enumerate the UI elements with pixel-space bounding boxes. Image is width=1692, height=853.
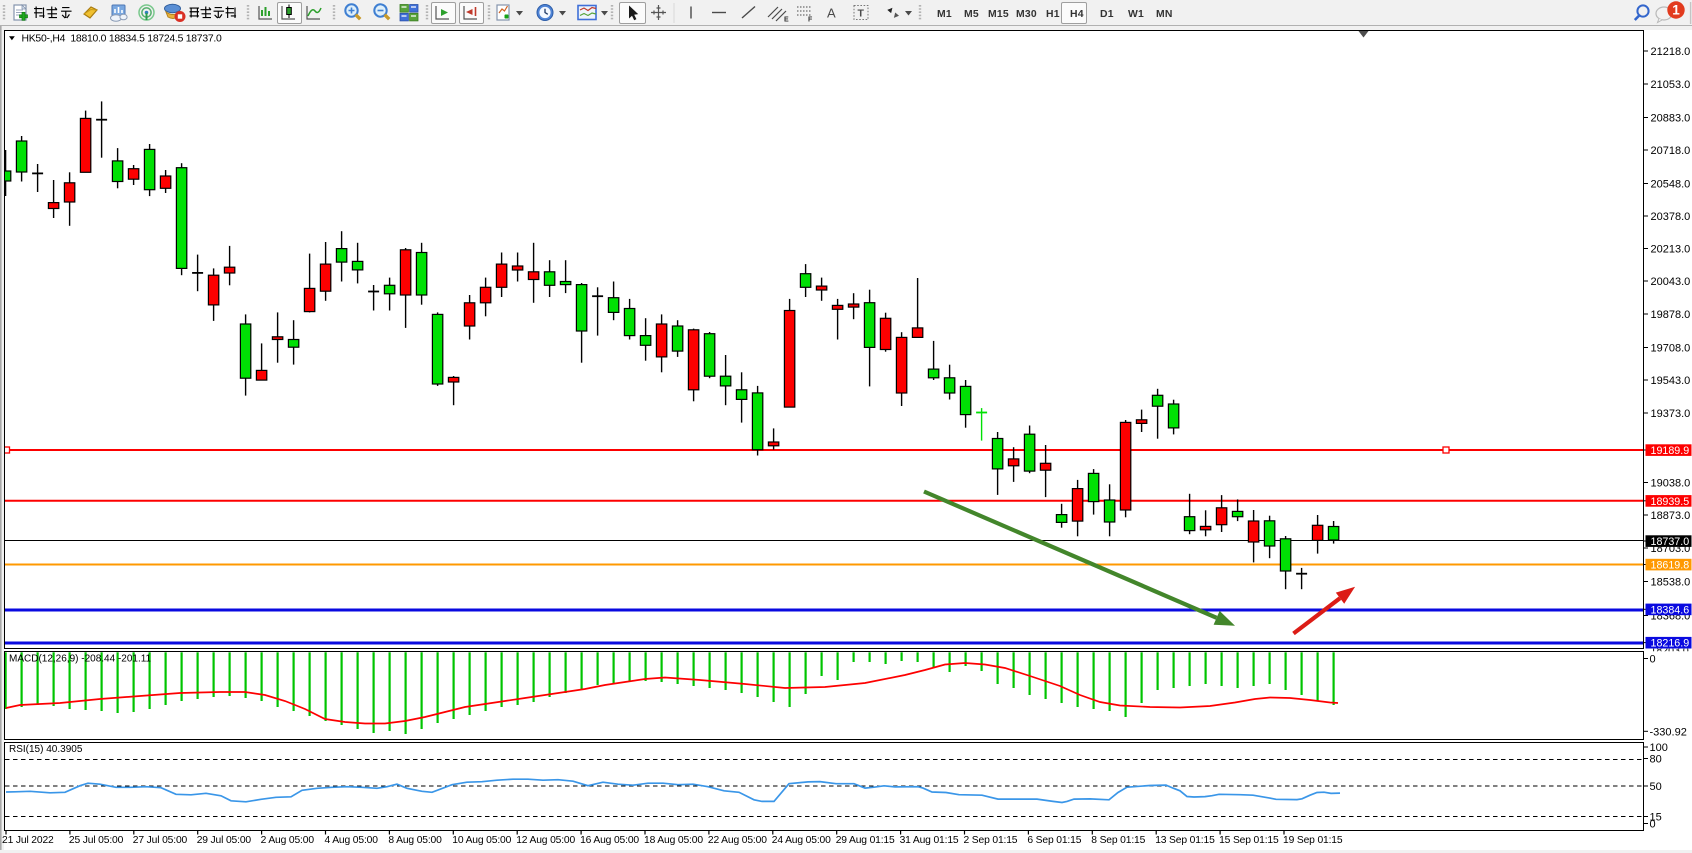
svg-text:M30: M30 [1016, 9, 1037, 20]
svg-text:25 Jul 05:00: 25 Jul 05:00 [69, 835, 124, 846]
svg-text:20883.0: 20883.0 [1651, 113, 1691, 125]
svg-text:19189.9: 19189.9 [1651, 445, 1690, 457]
svg-text:6 Sep 01:15: 6 Sep 01:15 [1027, 835, 1081, 846]
svg-text:8 Sep 01:15: 8 Sep 01:15 [1091, 835, 1145, 846]
svg-text:M5: M5 [964, 9, 979, 20]
svg-text:22 Aug 05:00: 22 Aug 05:00 [708, 835, 767, 846]
svg-text:12 Aug 05:00: 12 Aug 05:00 [516, 835, 575, 846]
svg-text:M1: M1 [937, 9, 952, 20]
svg-text:D1: D1 [1100, 9, 1114, 20]
svg-text:27 Jul 05:00: 27 Jul 05:00 [133, 835, 188, 846]
svg-text:19373.0: 19373.0 [1651, 408, 1691, 420]
svg-text:RSI(15) 40.3905: RSI(15) 40.3905 [9, 744, 83, 755]
svg-text:E: E [784, 17, 789, 24]
svg-text:MN: MN [1156, 9, 1173, 20]
svg-text:18216.9: 18216.9 [1651, 638, 1690, 650]
svg-text:29 Aug 01:15: 29 Aug 01:15 [836, 835, 895, 846]
svg-text:A: A [827, 6, 836, 21]
svg-text:18619.8: 18619.8 [1651, 560, 1690, 572]
svg-text:1: 1 [1672, 3, 1680, 18]
svg-text:0: 0 [1650, 654, 1656, 666]
svg-text:20378.0: 20378.0 [1651, 211, 1691, 223]
svg-text:21053.0: 21053.0 [1651, 79, 1691, 91]
svg-text:15: 15 [1650, 812, 1662, 824]
svg-text:18873.0: 18873.0 [1651, 510, 1691, 522]
svg-text:M15: M15 [988, 9, 1009, 20]
svg-text:20043.0: 20043.0 [1651, 276, 1691, 288]
svg-text:18939.5: 18939.5 [1651, 496, 1690, 508]
svg-text:18538.0: 18538.0 [1651, 577, 1691, 589]
svg-text:19038.0: 19038.0 [1651, 478, 1691, 490]
svg-text:2 Sep 01:15: 2 Sep 01:15 [964, 835, 1018, 846]
svg-text:8 Aug 05:00: 8 Aug 05:00 [388, 835, 442, 846]
svg-text:2 Aug 05:00: 2 Aug 05:00 [261, 835, 315, 846]
svg-text:F: F [808, 17, 813, 24]
svg-text:W1: W1 [1128, 9, 1144, 20]
svg-text:24 Aug 05:00: 24 Aug 05:00 [772, 835, 831, 846]
svg-text:31 Aug 01:15: 31 Aug 01:15 [900, 835, 959, 846]
svg-text:19543.0: 19543.0 [1651, 375, 1691, 387]
svg-text:50: 50 [1650, 781, 1662, 793]
svg-text:19708.0: 19708.0 [1651, 343, 1691, 355]
svg-text:MACD(12,26,9) -208.44 -201.11: MACD(12,26,9) -208.44 -201.11 [9, 654, 152, 665]
svg-text:18203.0: 18203.0 [1651, 645, 1689, 657]
svg-text:19878.0: 19878.0 [1651, 309, 1691, 321]
svg-text:10 Aug 05:00: 10 Aug 05:00 [452, 835, 511, 846]
svg-text:100: 100 [1650, 742, 1668, 754]
svg-text:20213.0: 20213.0 [1651, 244, 1691, 256]
svg-text:80: 80 [1650, 754, 1662, 766]
svg-text:21 Jul 2022: 21 Jul 2022 [2, 835, 54, 846]
svg-text:-330.92: -330.92 [1650, 726, 1687, 738]
svg-text:29 Jul 05:00: 29 Jul 05:00 [197, 835, 252, 846]
svg-text:18384.6: 18384.6 [1651, 604, 1690, 616]
svg-text:0: 0 [1650, 819, 1656, 831]
svg-text:15 Sep 01:15: 15 Sep 01:15 [1219, 835, 1279, 846]
svg-text:H1: H1 [1046, 9, 1060, 20]
svg-text:18 Aug 05:00: 18 Aug 05:00 [644, 835, 703, 846]
svg-text:HK50-,H4 18810.0 18834.5 1872: HK50-,H4 18810.0 18834.5 18724.5 18737.0 [22, 34, 223, 45]
svg-text:21218.0: 21218.0 [1651, 46, 1691, 58]
svg-text:19 Sep 01:15: 19 Sep 01:15 [1283, 835, 1343, 846]
svg-text:16 Aug 05:00: 16 Aug 05:00 [580, 835, 639, 846]
svg-text:20548.0: 20548.0 [1651, 179, 1691, 191]
svg-text:4 Aug 05:00: 4 Aug 05:00 [325, 835, 379, 846]
svg-text:20718.0: 20718.0 [1651, 145, 1691, 157]
svg-text:H4: H4 [1070, 9, 1084, 20]
svg-text:T: T [858, 8, 865, 20]
svg-text:18737.0: 18737.0 [1651, 536, 1690, 548]
svg-text:13 Sep 01:15: 13 Sep 01:15 [1155, 835, 1215, 846]
